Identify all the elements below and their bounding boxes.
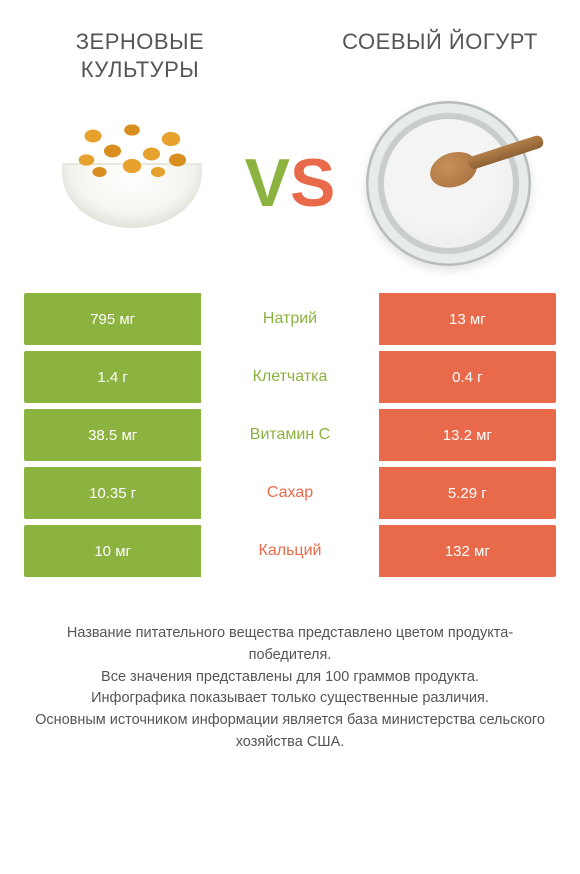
comparison-table: 795 мгНатрий13 мг 1.4 гКлетчатка0.4 г 38.5… (0, 293, 580, 577)
nutrient-label: Кальций (201, 525, 378, 577)
left-value: 10.35 г (24, 467, 201, 519)
comparison-row: 795 мгНатрий13 мг (24, 293, 556, 345)
vs-letter-s: S (290, 149, 335, 217)
nutrient-label: Натрий (201, 293, 378, 345)
nutrient-label: Клетчатка (201, 351, 378, 403)
vs-label: VS (230, 149, 350, 217)
footnote-text: Название питательного вещества представл… (0, 583, 580, 754)
footnote-line: Все значения представлены для 100 граммо… (28, 667, 552, 689)
nutrient-label: Витамин C (201, 409, 378, 461)
right-value: 13.2 мг (379, 409, 556, 461)
comparison-row: 38.5 мгВитамин C13.2 мг (24, 409, 556, 461)
images-row: VS (0, 93, 580, 293)
right-value: 5.29 г (379, 467, 556, 519)
comparison-row: 1.4 гКлетчатка0.4 г (24, 351, 556, 403)
nutrient-label: Сахар (201, 467, 378, 519)
soy-yogurt-image (358, 103, 538, 263)
comparison-row: 10.35 гСахар5.29 г (24, 467, 556, 519)
left-value: 38.5 мг (24, 409, 201, 461)
right-value: 132 мг (379, 525, 556, 577)
left-product-title: Зерновые культуры (40, 28, 240, 83)
comparison-row: 10 мгКальций132 мг (24, 525, 556, 577)
footnote-line: Название питательного вещества представл… (28, 623, 552, 667)
right-value: 0.4 г (379, 351, 556, 403)
footnote-line: Основным источником информации является … (28, 710, 552, 754)
left-value: 10 мг (24, 525, 201, 577)
left-value: 1.4 г (24, 351, 201, 403)
vs-letter-v: V (245, 149, 290, 217)
cereal-flakes-icon (67, 118, 197, 178)
right-product-title: Соевый йогурт (340, 28, 540, 83)
footnote-line: Инфографика показывает только существенн… (28, 688, 552, 710)
header: Зерновые культуры Соевый йогурт (0, 0, 580, 93)
left-value: 795 мг (24, 293, 201, 345)
cereal-bowl-image (42, 103, 222, 263)
right-value: 13 мг (379, 293, 556, 345)
